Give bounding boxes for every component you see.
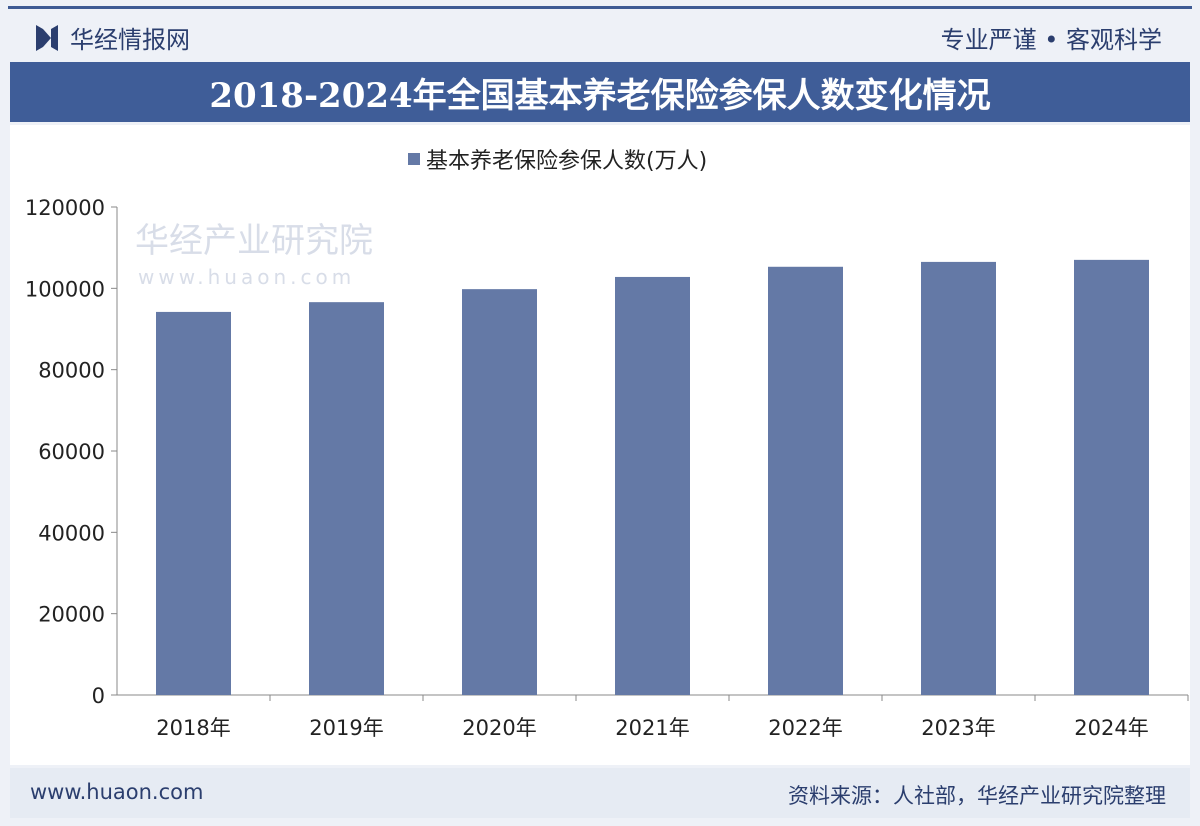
y-tick-label: 60000 <box>38 440 105 464</box>
y-tick-label: 80000 <box>38 359 105 383</box>
watermark-url: www.huaon.com <box>138 265 355 289</box>
y-tick-label: 100000 <box>25 277 105 301</box>
slogan: 专业严谨 • 客观科学 <box>940 26 1162 54</box>
bar-2024年 <box>1074 259 1149 695</box>
y-tick-label: 40000 <box>38 521 105 545</box>
footer-bar <box>10 768 1190 818</box>
bar-2018年 <box>156 311 231 695</box>
source-note: 资料来源：人社部，华经产业研究院整理 <box>788 784 1166 808</box>
brand: 华经情报网 <box>36 20 190 55</box>
site-url[interactable]: www.huaon.com <box>30 780 204 804</box>
legend-label: 基本养老保险参保人数(万人) <box>426 149 707 174</box>
y-tick-label: 0 <box>92 684 105 708</box>
top-rule <box>8 6 1192 9</box>
bar-2020年 <box>462 289 537 695</box>
x-tick-label: 2023年 <box>921 716 995 740</box>
x-tick-label: 2024年 <box>1074 716 1148 740</box>
bar-2023年 <box>921 261 996 695</box>
brand-name: 华经情报网 <box>70 26 190 54</box>
watermark: 华经产业研究院 <box>135 221 373 261</box>
x-tick-label: 2022年 <box>768 716 842 740</box>
x-tick-label: 2021年 <box>615 716 689 740</box>
x-tick-label: 2019年 <box>309 716 383 740</box>
brand-logo-icon <box>36 24 58 51</box>
legend-swatch <box>408 153 420 165</box>
x-tick-label: 2020年 <box>462 716 536 740</box>
y-tick-label: 20000 <box>38 603 105 627</box>
bar-2021年 <box>615 276 690 695</box>
bar-2019年 <box>309 302 384 695</box>
y-tick-label: 120000 <box>25 196 105 220</box>
x-tick-label: 2018年 <box>156 716 230 740</box>
chart-title: 2018-2024年全国基本养老保险参保人数变化情况 <box>10 62 1190 122</box>
bar-2022年 <box>768 266 843 695</box>
